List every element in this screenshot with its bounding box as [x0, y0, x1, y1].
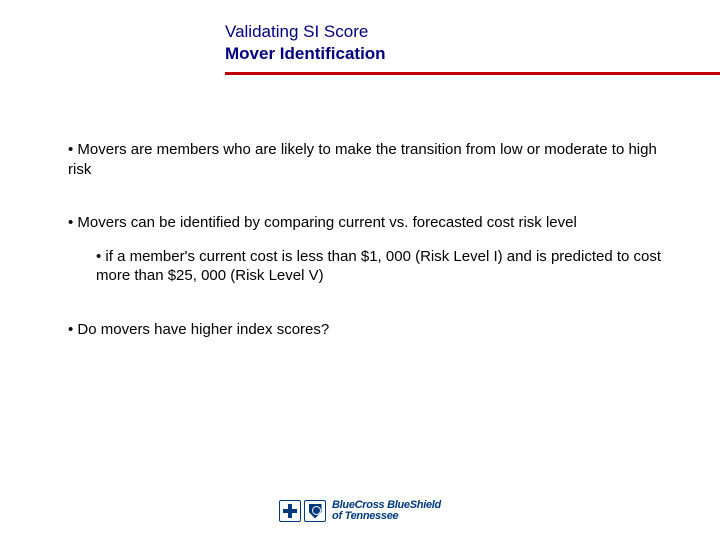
- bullet-item: • Movers can be identified by comparing …: [68, 213, 668, 233]
- bullet-item: • Movers are members who are likely to m…: [68, 140, 668, 179]
- header-subtitle: Validating SI Score: [225, 22, 386, 42]
- header-title: Mover Identification: [225, 44, 386, 64]
- logo-text: BlueCross BlueShield of Tennessee: [332, 500, 441, 522]
- footer-logo-area: BlueCross BlueShield of Tennessee: [0, 500, 720, 522]
- blueshield-mark-icon: [304, 500, 326, 522]
- bullet-item-sub: • if a member's current cost is less tha…: [96, 247, 668, 286]
- bcbs-logo: BlueCross BlueShield of Tennessee: [279, 500, 441, 522]
- logo-marks: [279, 500, 326, 522]
- slide-body: • Movers are members who are likely to m…: [68, 140, 668, 373]
- bluecross-mark-icon: [279, 500, 301, 522]
- header-divider: [225, 72, 720, 75]
- slide-header: Validating SI Score Mover Identification: [225, 22, 386, 64]
- bullet-item: • Do movers have higher index scores?: [68, 320, 668, 340]
- logo-brand-line2: of Tennessee: [332, 511, 441, 522]
